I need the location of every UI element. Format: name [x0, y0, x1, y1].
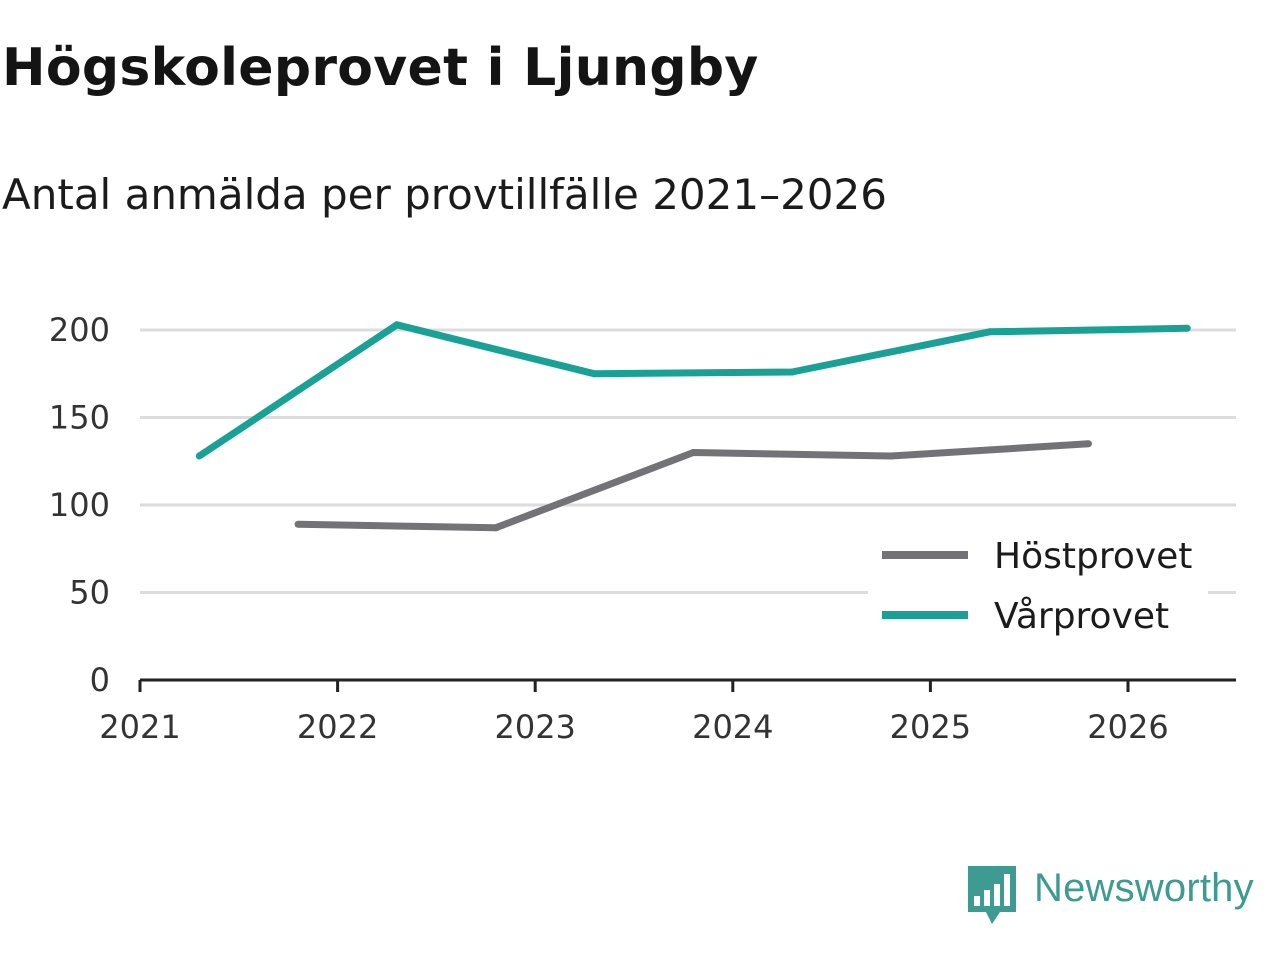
legend-label: Vårprovet [994, 596, 1169, 637]
data-point [887, 452, 895, 460]
data-point [1183, 324, 1191, 332]
y-tick-label: 100 [49, 486, 110, 524]
y-tick-label: 50 [69, 574, 110, 612]
series-line-varprovet [197, 321, 1188, 459]
data-point [986, 328, 994, 336]
data-point [195, 452, 203, 460]
data-point [1084, 440, 1092, 448]
x-tick-label: 2023 [494, 708, 575, 746]
x-tick-label: 2024 [692, 708, 773, 746]
series-layer [195, 321, 1191, 532]
data-point [393, 321, 401, 329]
data-point [294, 520, 302, 528]
series-line-hostprovet [298, 440, 1089, 532]
newsworthy-logo-icon [968, 866, 1016, 924]
chart-subtitle: Antal anmälda per provtillfälle 2021–202… [2, 170, 887, 219]
legend: Höstprovet Vårprovet [868, 528, 1208, 648]
axis-layer: 0 50 100 150 200 2021 2022 2023 2024 2025 2026 [49, 311, 1236, 746]
data-point [492, 524, 500, 532]
y-tick-label: 150 [49, 399, 110, 437]
x-tick-label: 2025 [890, 708, 971, 746]
legend-background [868, 528, 1208, 648]
x-tick-label: 2021 [99, 708, 180, 746]
chart-title: Högskoleprovet i Ljungby [2, 38, 759, 98]
y-tick-label: 0 [90, 661, 110, 699]
brand-name: Newsworthy [1034, 866, 1254, 910]
data-point [788, 368, 796, 376]
data-point [590, 370, 598, 378]
legend-label: Höstprovet [994, 536, 1192, 577]
x-tick-label: 2026 [1087, 708, 1168, 746]
data-point [689, 449, 697, 456]
x-tick-label: 2022 [297, 708, 378, 746]
y-tick-label: 200 [49, 311, 110, 349]
